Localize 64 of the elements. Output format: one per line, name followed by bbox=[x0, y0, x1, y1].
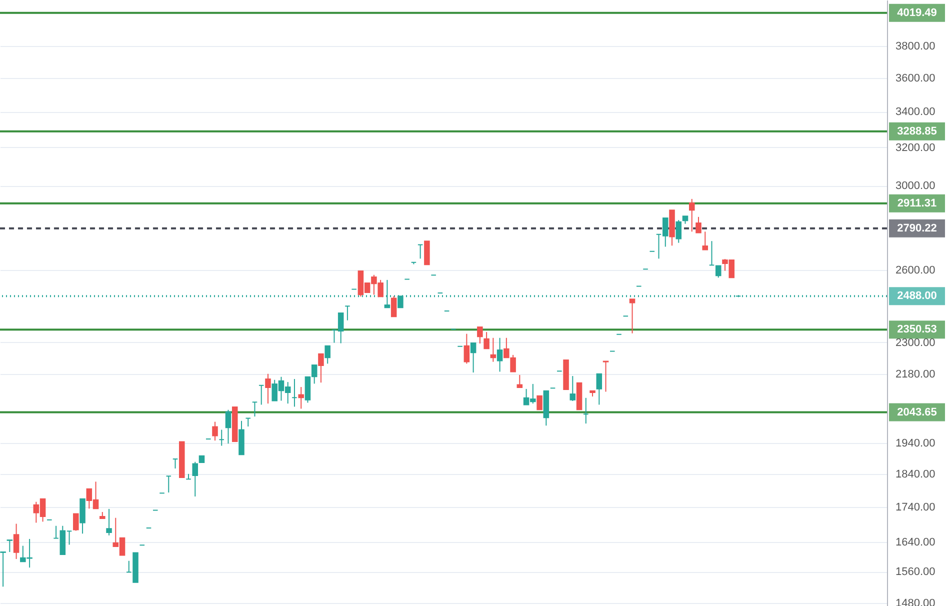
candlestick bbox=[702, 231, 708, 250]
candlestick bbox=[417, 244, 424, 260]
candlestick bbox=[245, 418, 251, 427]
candlestick bbox=[696, 216, 702, 234]
candlestick bbox=[106, 508, 112, 536]
y-tick-label: 2180.00 bbox=[896, 368, 936, 381]
candlestick bbox=[464, 333, 470, 364]
candlestick bbox=[424, 240, 430, 266]
candlestick bbox=[583, 397, 589, 424]
candlestick bbox=[258, 384, 264, 406]
candlestick bbox=[490, 337, 496, 362]
ref-line-label: 2043.65 bbox=[897, 406, 937, 418]
candlestick bbox=[516, 374, 523, 388]
candlestick bbox=[298, 386, 304, 410]
candlestick bbox=[676, 220, 682, 244]
candlestick bbox=[496, 337, 503, 372]
y-tick-label: 1480.00 bbox=[896, 597, 936, 606]
candlestick bbox=[13, 523, 20, 560]
y-tick-label: 1560.00 bbox=[896, 566, 936, 578]
candlestick bbox=[80, 498, 86, 534]
candlestick bbox=[252, 402, 258, 418]
candlestick bbox=[0, 551, 6, 588]
y-tick-label: 3400.00 bbox=[896, 106, 936, 118]
candlestick bbox=[265, 373, 271, 404]
y-tick-label: 3800.00 bbox=[896, 40, 936, 53]
candlestick bbox=[602, 360, 609, 392]
candlestick bbox=[570, 376, 576, 402]
candlestick bbox=[172, 458, 178, 469]
y-tick-label: 2300.00 bbox=[896, 336, 936, 349]
candlestick bbox=[688, 198, 695, 232]
ref-line-label: 2911.31 bbox=[897, 197, 937, 210]
candlestick bbox=[212, 421, 218, 442]
ref-line-label: 2350.53 bbox=[897, 324, 937, 336]
y-tick-label: 2600.00 bbox=[896, 264, 936, 277]
y-tick-label: 1640.00 bbox=[896, 536, 936, 549]
y-tick-label: 3000.00 bbox=[896, 180, 936, 192]
candlestick bbox=[6, 540, 13, 552]
candlestick bbox=[708, 240, 715, 266]
candlestick bbox=[596, 373, 602, 406]
candlestick bbox=[218, 429, 224, 446]
candlestick bbox=[318, 353, 324, 384]
y-tick-label: 1840.00 bbox=[896, 468, 936, 481]
ref-line-label: 2488.00 bbox=[897, 290, 937, 302]
candlestick bbox=[536, 395, 542, 410]
y-tick-label: 3600.00 bbox=[896, 72, 936, 84]
candlestick bbox=[390, 296, 397, 318]
y-tick-label: 3200.00 bbox=[896, 142, 936, 154]
candlestick bbox=[629, 298, 636, 334]
ref-line-label: 2790.22 bbox=[897, 222, 937, 234]
ref-line-label: 3288.85 bbox=[897, 125, 937, 138]
y-tick-label: 1740.00 bbox=[896, 502, 936, 514]
candlestick bbox=[344, 306, 350, 321]
candlestick bbox=[477, 326, 483, 344]
candlestick bbox=[484, 332, 490, 350]
candlestick bbox=[324, 345, 330, 364]
candlestick bbox=[292, 378, 298, 408]
candlestick bbox=[192, 461, 198, 497]
candlestick bbox=[73, 513, 79, 532]
candlestick bbox=[470, 342, 476, 373]
candlestick bbox=[225, 409, 232, 444]
candlestick bbox=[166, 476, 172, 493]
y-tick-label: 1940.00 bbox=[896, 437, 936, 450]
candlestick bbox=[715, 265, 722, 278]
ref-line-label: 4019.49 bbox=[897, 6, 937, 19]
